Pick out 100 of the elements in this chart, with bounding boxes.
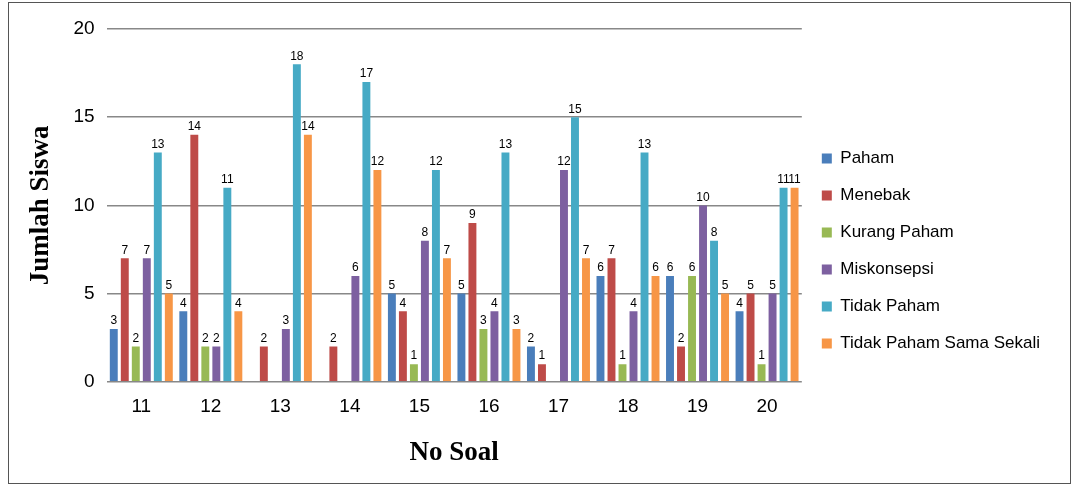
bar [387,293,396,382]
bar [512,328,521,382]
y-tick-label: 15 [73,105,95,127]
data-label: 5 [388,277,396,292]
x-tick-label: 13 [269,395,291,417]
x-tick-label: 16 [478,395,500,417]
x-tick-label: 12 [200,395,222,417]
bar [201,346,210,382]
bar [768,293,777,382]
data-label: 2 [677,330,685,345]
bar [120,258,129,382]
data-label: 7 [443,242,451,257]
bar [259,346,268,382]
data-label: 11 [221,172,234,187]
bar [292,64,301,382]
data-label: 9 [469,207,477,222]
data-label: 4 [736,295,744,310]
bar [431,170,440,382]
data-label: 1 [758,348,766,363]
bar [234,311,243,382]
x-tick-label: 15 [408,395,430,417]
legend-label: Paham [840,148,895,168]
data-label: 14 [187,119,202,134]
data-label: 4 [235,295,242,310]
data-label: 4 [491,295,499,310]
bar [420,240,429,382]
bar [582,258,590,382]
y-tick-label: 0 [83,370,95,392]
bar [468,223,477,382]
data-label: 6 [597,260,605,275]
x-axis-title: No Soal [409,435,500,466]
bar [281,328,290,382]
bar [571,117,579,382]
bar [109,328,118,382]
x-tick-label: 19 [686,395,709,417]
bar [666,275,674,382]
data-label: 1 [538,348,546,363]
data-label: 5 [747,277,755,292]
data-label: 2 [212,330,220,345]
bar [329,346,338,382]
bar [223,187,232,382]
data-label: 1 [410,348,418,363]
data-label: 2 [201,330,209,345]
data-label: 17 [359,66,374,81]
bar [164,293,173,382]
bar [537,364,546,382]
data-label: 6 [352,260,360,275]
data-label: 5 [769,277,777,292]
bar [373,170,382,382]
legend-label: Tidak Paham [840,296,940,316]
data-label: 12 [557,154,571,169]
bar [457,293,466,382]
data-label: 6 [666,260,674,275]
bar [757,364,766,382]
data-label: 5 [458,277,466,292]
bar [526,346,535,382]
data-label: 2 [330,330,338,345]
data-label: 15 [568,101,582,116]
bar [779,187,788,382]
data-label: 7 [608,242,616,257]
bar [479,328,488,382]
data-label: 8 [710,224,718,239]
bar [442,258,451,382]
bar [688,275,696,382]
bar [560,170,568,382]
bar [179,311,188,382]
data-label: 3 [480,313,488,328]
data-label: 3 [110,313,118,328]
data-label: 2 [260,330,268,345]
data-label: 7 [582,242,590,257]
data-label: 2 [527,330,535,345]
y-axis-title: Jumlah Siswa [24,125,55,286]
data-label: 4 [399,295,407,310]
bar [746,293,755,382]
bar [710,240,718,382]
bar [142,258,151,382]
x-tick-label: 11 [131,395,152,417]
bar [362,81,371,382]
data-label: 8 [421,224,429,239]
bar [212,346,221,382]
bar [790,187,799,382]
data-label: 6 [652,260,660,275]
bar [409,364,418,382]
data-label: 7 [121,242,129,257]
bar [677,346,685,382]
legend-label: Miskonsepsi [840,259,934,279]
data-label: 18 [290,48,304,63]
bar [699,205,707,382]
data-label: 3 [282,313,290,328]
data-label: 10 [696,189,711,204]
legend-label: Tidak Paham Sama Sekali [840,333,1040,353]
y-tick-label: 10 [73,193,95,215]
data-label: 12 [429,154,443,169]
y-tick-label: 20 [73,17,95,39]
x-tick-label: 18 [617,395,639,417]
data-label: 12 [370,154,385,169]
legend-label: Kurang Paham [840,222,954,242]
data-label: 4 [179,295,187,310]
data-label: 13 [151,136,165,151]
x-tick-label: 14 [339,395,361,417]
